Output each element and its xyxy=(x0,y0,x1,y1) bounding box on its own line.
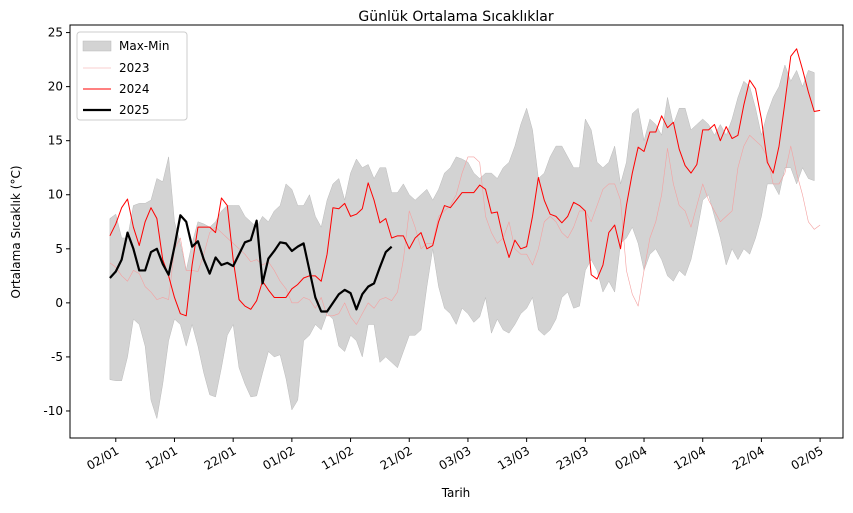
y-axis-label: Ortalama Sıcaklık (°C) xyxy=(9,165,23,298)
y-tick-label: 25 xyxy=(48,26,63,40)
legend-swatch xyxy=(82,40,112,52)
legend-box xyxy=(76,31,188,121)
y-tick-label: -10 xyxy=(43,404,63,418)
y-tick-label: 5 xyxy=(55,242,63,256)
chart-title: Günlük Ortalama Sıcaklıklar xyxy=(358,9,553,25)
y-tick-label: 10 xyxy=(48,188,63,202)
legend-label: 2025 xyxy=(119,103,150,117)
series-line xyxy=(109,48,821,317)
series-line xyxy=(109,134,821,325)
legend-label: Max-Min xyxy=(119,39,169,53)
y-tick-label: 0 xyxy=(55,296,63,310)
y-tick-label: 20 xyxy=(48,80,63,94)
y-tick-label: -5 xyxy=(51,350,63,364)
series-line xyxy=(109,214,393,313)
legend-label: 2023 xyxy=(119,61,150,75)
band-area xyxy=(109,64,815,419)
legend-label: 2024 xyxy=(119,82,150,96)
plot-frame xyxy=(69,24,844,439)
x-axis-label: Tarih xyxy=(441,486,471,500)
y-tick-label: 15 xyxy=(48,134,63,148)
